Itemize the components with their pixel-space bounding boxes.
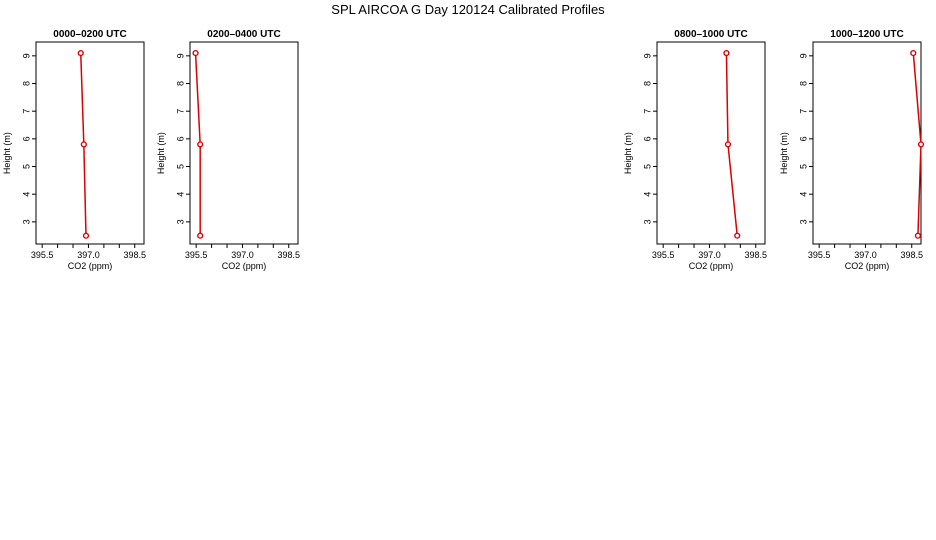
y-tick-label: 8: [642, 81, 652, 86]
data-point: [197, 232, 204, 239]
panel-title: 0200–0400 UTC: [207, 29, 280, 40]
y-tick-label: 3: [21, 219, 31, 224]
y-tick-label: 6: [798, 136, 808, 141]
plot-frame: [812, 41, 922, 245]
panel-title: 0800–1000 UTC: [674, 29, 747, 40]
data-point: [724, 141, 732, 148]
y-tick-label: 9: [21, 53, 31, 58]
y-tick-label: 4: [175, 192, 185, 197]
plot-frame: [35, 41, 145, 245]
plot-frame: [656, 41, 766, 245]
y-tick-label: 6: [21, 136, 31, 141]
y-tick-label: 7: [798, 109, 808, 114]
profile-panel: 1000–1200 UTC 395.5 397.0 398.5 3 4 5 6 7 8 9 CO2 (…: [779, 29, 925, 271]
y-tick-label: 3: [175, 219, 185, 224]
y-tick-label: 5: [175, 164, 185, 169]
panel-title: 1000–1200 UTC: [830, 29, 903, 40]
y-tick-label: 4: [21, 192, 31, 197]
x-tick-label: 398.5: [123, 250, 146, 260]
data-point: [82, 232, 90, 239]
profile-panel: 0000–0200 UTC 395.5 397.0 398.5 3 4 5 6 7 8 9 CO2 (…: [2, 29, 146, 271]
y-tick-label: 6: [642, 136, 652, 141]
y-tick-label: 7: [175, 109, 185, 114]
y-axis-label: Height (m): [623, 132, 633, 174]
y-tick-label: 4: [798, 192, 808, 197]
x-tick-label: 397.0: [77, 250, 100, 260]
profile-panel: 0200–0400 UTC 395.5 397.0 398.5 3 4 5 6 7 8 9 CO2 (…: [156, 29, 300, 271]
profile-panel: 0800–1000 UTC 395.5 397.0 398.5 3 4 5 6 7 8 9 CO2 (…: [623, 29, 767, 271]
x-tick-label: 395.5: [808, 250, 831, 260]
panel-title: 0000–0200 UTC: [53, 29, 126, 40]
x-tick-label: 398.5: [277, 250, 300, 260]
x-axis-label: CO2 (ppm): [68, 261, 113, 271]
x-axis-label: CO2 (ppm): [222, 261, 267, 271]
profile-panels: 0000–0200 UTC 395.5 397.0 398.5 3 4 5 6 7 8 9 CO2 (…: [2, 29, 925, 271]
data-point: [723, 49, 730, 57]
x-tick-label: 395.5: [185, 250, 208, 260]
x-tick-label: 398.5: [744, 250, 767, 260]
y-tick-label: 8: [175, 81, 185, 86]
x-axis-label: CO2 (ppm): [845, 261, 890, 271]
data-point: [77, 49, 84, 57]
y-tick-label: 5: [798, 164, 808, 169]
y-tick-label: 3: [642, 219, 652, 224]
x-tick-label: 397.0: [231, 250, 254, 260]
y-axis-label: Height (m): [156, 132, 166, 174]
data-point: [197, 141, 204, 148]
x-tick-label: 395.5: [31, 250, 54, 260]
y-tick-label: 5: [21, 164, 31, 169]
y-tick-label: 7: [642, 109, 652, 114]
y-axis-label: Height (m): [2, 132, 12, 174]
data-point: [914, 232, 922, 239]
data-point: [192, 49, 199, 57]
page-title: SPL AIRCOA G Day 120124 Calibrated Profi…: [331, 2, 605, 17]
x-axis-label: CO2 (ppm): [689, 261, 734, 271]
data-point: [910, 49, 917, 57]
y-tick-label: 9: [642, 53, 652, 58]
y-tick-label: 6: [175, 136, 185, 141]
y-tick-label: 9: [175, 53, 185, 58]
y-tick-label: 9: [798, 53, 808, 58]
x-tick-label: 397.0: [698, 250, 721, 260]
y-tick-label: 4: [642, 192, 652, 197]
y-tick-label: 3: [798, 219, 808, 224]
x-tick-label: 395.5: [652, 250, 675, 260]
plot-frame: [189, 41, 299, 245]
y-tick-label: 8: [798, 81, 808, 86]
y-tick-label: 8: [21, 81, 31, 86]
x-tick-label: 398.5: [900, 250, 923, 260]
data-point: [917, 141, 925, 148]
data-point: [80, 141, 87, 148]
x-tick-label: 397.0: [854, 250, 877, 260]
y-tick-label: 7: [21, 109, 31, 114]
y-tick-label: 5: [642, 164, 652, 169]
data-point: [734, 232, 741, 239]
y-axis-label: Height (m): [779, 132, 789, 174]
